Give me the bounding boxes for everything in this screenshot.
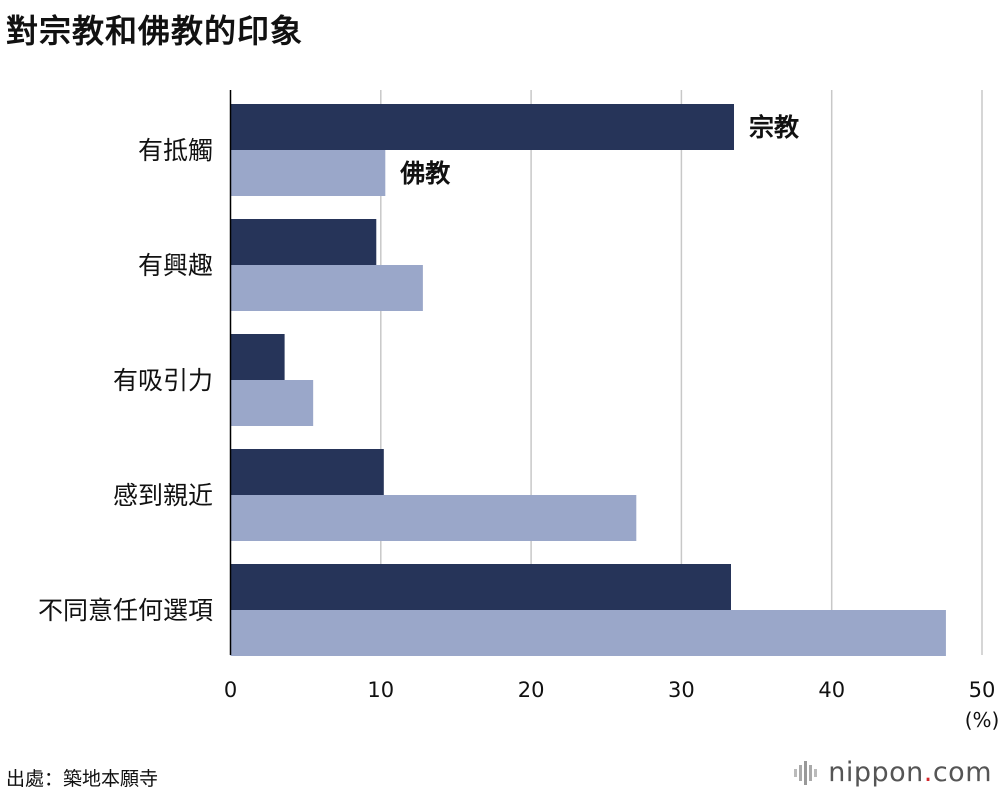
bar-religion — [230, 564, 731, 610]
chart-title: 對宗教和佛教的印象 — [6, 12, 304, 50]
bar-buddhism — [230, 380, 314, 426]
category-label: 感到親近 — [113, 481, 213, 510]
nippon-logo-icon — [794, 760, 818, 785]
x-tick-label: 30 — [668, 678, 695, 702]
bar-buddhism — [230, 265, 423, 311]
series-label-buddhism: 佛教 — [399, 159, 451, 188]
bar-religion — [230, 449, 384, 495]
category-label: 有興趣 — [138, 251, 213, 280]
brand-name: nippon — [828, 757, 924, 788]
source-note: 出處：築地本願寺 — [6, 768, 159, 790]
bar-religion — [230, 104, 735, 150]
x-tick-label: 10 — [367, 678, 394, 702]
category-label: 有抵觸 — [138, 136, 213, 165]
x-unit-label: (%) — [965, 708, 1000, 732]
brand-logo: nippon. com — [794, 757, 992, 788]
brand-tld: com — [932, 757, 992, 788]
x-tick-label: 40 — [818, 678, 845, 702]
bar-buddhism — [230, 610, 946, 656]
bar-buddhism — [230, 150, 386, 196]
bar-buddhism — [230, 495, 637, 541]
category-label: 不同意任何選項 — [38, 596, 213, 625]
bars — [230, 104, 946, 656]
x-tick-label: 20 — [518, 678, 545, 702]
bar-religion — [230, 219, 377, 265]
category-label: 有吸引力 — [113, 366, 213, 395]
x-tick-label: 0 — [224, 678, 237, 702]
x-tick-label: 50 — [969, 678, 996, 702]
series-label-religion: 宗教 — [749, 113, 800, 142]
bar-religion — [230, 334, 285, 380]
brand-dot: . — [923, 757, 933, 788]
